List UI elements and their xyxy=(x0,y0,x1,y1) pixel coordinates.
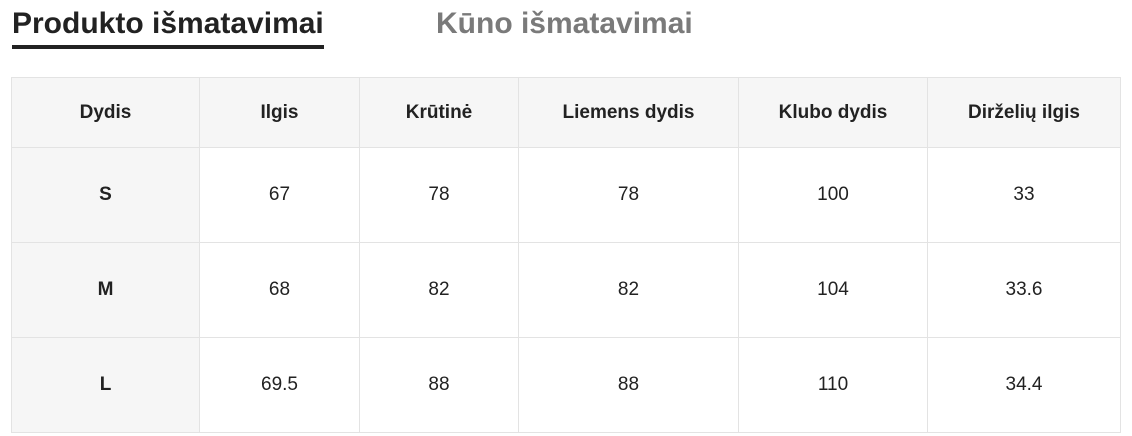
active-tab-underline xyxy=(12,45,324,49)
tab-body-measurements[interactable]: Kūno išmatavimai xyxy=(436,4,693,44)
value-cell: 68 xyxy=(199,242,360,338)
size-cell: L xyxy=(11,337,200,433)
value-cell: 104 xyxy=(738,242,928,338)
tab-label: Kūno išmatavimai xyxy=(436,7,693,40)
value-cell: 88 xyxy=(359,337,519,433)
tab-label: Produkto išmatavimai xyxy=(12,7,324,40)
table-row: M 68 82 82 104 33.6 xyxy=(11,242,1121,338)
header-length: Ilgis xyxy=(199,77,360,148)
value-cell: 33 xyxy=(927,147,1121,243)
size-cell: M xyxy=(11,242,200,338)
header-waist: Liemens dydis xyxy=(518,77,739,148)
header-hip: Klubo dydis xyxy=(738,77,928,148)
value-cell: 34.4 xyxy=(927,337,1121,433)
value-cell: 82 xyxy=(359,242,519,338)
table-row: S 67 78 78 100 33 xyxy=(11,147,1121,243)
value-cell: 110 xyxy=(738,337,928,433)
value-cell: 100 xyxy=(738,147,928,243)
table-header-row: Dydis Ilgis Krūtinė Liemens dydis Klubo … xyxy=(11,77,1121,148)
value-cell: 78 xyxy=(518,147,739,243)
size-cell: S xyxy=(11,147,200,243)
value-cell: 78 xyxy=(359,147,519,243)
header-bust: Krūtinė xyxy=(359,77,519,148)
value-cell: 88 xyxy=(518,337,739,433)
value-cell: 67 xyxy=(199,147,360,243)
size-table: Dydis Ilgis Krūtinė Liemens dydis Klubo … xyxy=(11,77,1121,433)
value-cell: 82 xyxy=(518,242,739,338)
header-strap-length: Dirželių ilgis xyxy=(927,77,1121,148)
value-cell: 33.6 xyxy=(927,242,1121,338)
tab-product-measurements[interactable]: Produkto išmatavimai xyxy=(12,4,324,49)
value-cell: 69.5 xyxy=(199,337,360,433)
header-size: Dydis xyxy=(11,77,200,148)
table-row: L 69.5 88 88 110 34.4 xyxy=(11,337,1121,433)
